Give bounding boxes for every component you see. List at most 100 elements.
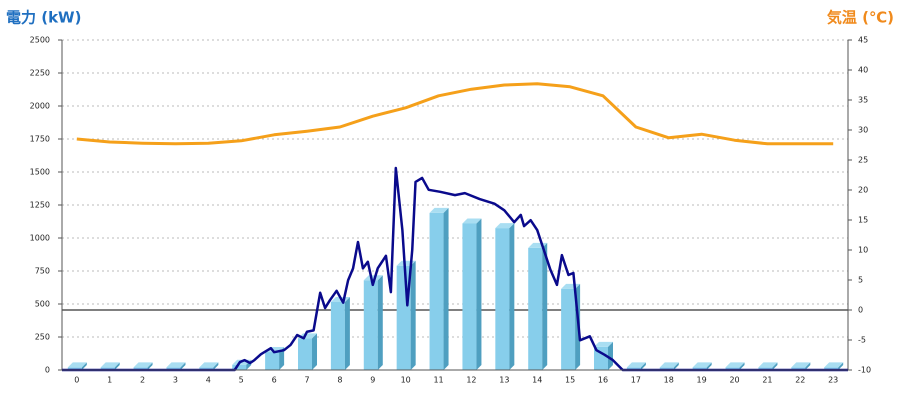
bar — [100, 362, 120, 370]
y-tick-label: 250 — [35, 333, 50, 342]
x-tick-label: 0 — [74, 376, 79, 385]
bar-top — [593, 341, 613, 347]
bar-side — [377, 275, 383, 370]
bar-front — [725, 367, 740, 370]
bar-top — [166, 362, 186, 368]
bar — [199, 362, 219, 370]
bar-front — [265, 352, 280, 370]
bar — [626, 362, 646, 370]
bar — [330, 297, 350, 370]
bar — [561, 283, 581, 370]
bar — [824, 362, 844, 370]
bar — [528, 242, 548, 370]
x-tick-label: 21 — [762, 376, 772, 385]
y-axis-title: 電力 (kW) — [6, 9, 81, 27]
bar-top — [659, 362, 679, 368]
y-tick-label: 500 — [35, 300, 50, 309]
bar-top — [626, 362, 646, 368]
x-tick-label: 19 — [697, 376, 707, 385]
bar-side — [476, 218, 482, 370]
bar-side — [805, 362, 811, 370]
bar-front — [330, 302, 345, 370]
y-tick-label: 2250 — [30, 69, 50, 78]
bar-side — [180, 362, 186, 370]
y2-tick-label: 5 — [858, 276, 863, 285]
bar — [593, 341, 613, 370]
bar-top — [495, 223, 515, 229]
y-tick-label: 1500 — [30, 168, 50, 177]
bar-front — [199, 367, 214, 370]
y2-tick-label: 25 — [858, 156, 868, 165]
line — [62, 166, 848, 372]
x-tick-label: 20 — [729, 376, 739, 385]
bar-front — [429, 212, 444, 370]
x-tick-label: 2 — [140, 376, 145, 385]
bar — [298, 333, 318, 370]
x-tick-label: 3 — [173, 376, 178, 385]
bar-side — [410, 260, 416, 370]
bar-top — [363, 275, 383, 281]
x-tick-label: 17 — [631, 376, 641, 385]
x-tick-label: 6 — [272, 376, 277, 385]
bar-front — [298, 338, 313, 370]
x-tick-label: 7 — [304, 376, 309, 385]
bar-top — [100, 362, 120, 368]
bar-top — [824, 362, 844, 368]
bar-front — [232, 364, 247, 370]
bar-top — [133, 362, 153, 368]
bar-side — [443, 207, 449, 370]
bar — [429, 207, 449, 370]
bar-front — [100, 367, 115, 370]
x-tick-label: 5 — [239, 376, 244, 385]
x-tick-label: 4 — [206, 376, 211, 385]
bar — [659, 362, 679, 370]
bar-front — [561, 288, 576, 370]
bar-front — [659, 367, 674, 370]
bar-side — [838, 362, 844, 370]
x-tick-label: 1 — [107, 376, 112, 385]
bar-top — [199, 362, 219, 368]
bar-side — [673, 362, 679, 370]
x-tick-label: 14 — [532, 376, 542, 385]
x-tick-label: 15 — [565, 376, 575, 385]
y-tick-label: 0 — [45, 366, 50, 375]
x-tick-label: 13 — [499, 376, 509, 385]
y2-tick-label: 30 — [858, 126, 868, 135]
bar-side — [344, 297, 350, 370]
bar-side — [279, 347, 285, 370]
bar-side — [607, 341, 613, 370]
y2-tick-label: 20 — [858, 186, 868, 195]
bar-front — [824, 367, 839, 370]
y-tick-label: 750 — [35, 267, 50, 276]
bar — [133, 362, 153, 370]
bar-side — [706, 362, 712, 370]
x-tick-label: 12 — [466, 376, 476, 385]
x-tick-label: 18 — [664, 376, 674, 385]
x-tick-label: 22 — [795, 376, 805, 385]
y-tick-label: 2000 — [30, 102, 50, 111]
bar-front — [462, 223, 477, 370]
bar-front — [626, 367, 641, 370]
x-tick-label: 8 — [337, 376, 342, 385]
bar — [396, 260, 416, 370]
bar-front — [758, 367, 773, 370]
bar — [462, 218, 482, 370]
bar-front — [67, 367, 82, 370]
y2-tick-label: 35 — [858, 96, 868, 105]
bar-front — [166, 367, 181, 370]
bar — [166, 362, 186, 370]
x-tick-label: 9 — [370, 376, 375, 385]
bar-side — [542, 242, 548, 370]
y-tick-label: 1250 — [30, 201, 50, 210]
bar-top — [758, 362, 778, 368]
bar-front — [133, 367, 148, 370]
bar-side — [509, 223, 515, 370]
y2-tick-label: 15 — [858, 216, 868, 225]
bar-front — [692, 367, 707, 370]
bar-side — [147, 362, 153, 370]
bar-top — [429, 207, 449, 213]
x-tick-label: 16 — [598, 376, 608, 385]
y-tick-label: 2500 — [30, 36, 50, 45]
bar-front — [528, 247, 543, 370]
